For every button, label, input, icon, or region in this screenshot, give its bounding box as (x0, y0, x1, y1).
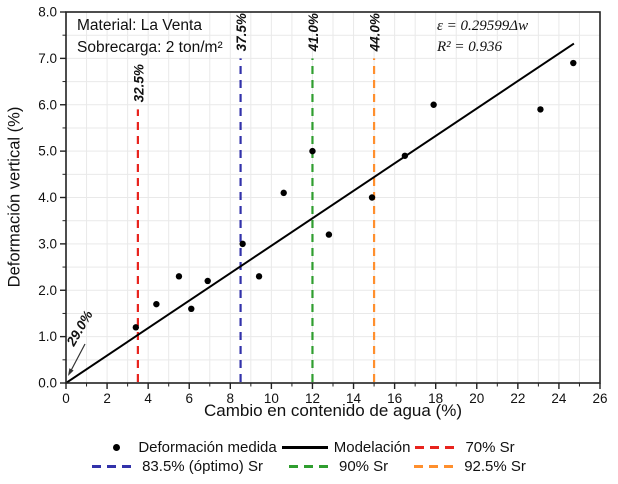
x-tick-label: 26 (592, 391, 607, 406)
legend-item: 92.5% Sr (414, 458, 526, 475)
equation-box: ε = 0.29599Δw R² = 0.936 (437, 16, 528, 58)
info-box: Material: La Venta Sobrecarga: 2 ton/m² (77, 15, 223, 59)
legend-label: 92.5% Sr (464, 458, 526, 475)
legend-item: Modelación (281, 439, 411, 456)
ref-line-label: 32.5% (131, 64, 146, 102)
x-tick-label: 8 (227, 391, 235, 406)
legend-label: Deformación medida (138, 439, 277, 456)
data-point (537, 106, 544, 113)
ref-line-label: 37.5% (234, 13, 249, 51)
equation-line: ε = 0.29599Δw (437, 18, 529, 34)
legend-marker-solid-icon (281, 446, 328, 449)
x-tick-label: 6 (185, 391, 193, 406)
legend-marker-dashed-icon (415, 446, 460, 449)
x-tick-label: 22 (510, 391, 525, 406)
x-tick-label: 4 (144, 391, 152, 406)
legend-label: 70% Sr (465, 439, 515, 456)
x-tick-label: 14 (346, 391, 362, 406)
y-tick-label: 6.0 (38, 97, 57, 112)
x-tick-label: 10 (264, 391, 279, 406)
y-axis-title: Deformación vertical (%) (5, 106, 24, 288)
data-point (175, 273, 183, 280)
data-point (204, 277, 211, 285)
y-tick-label: 4.0 (38, 190, 57, 205)
legend: Deformación medida Modelación 70% Sr 83.5% … (0, 438, 618, 476)
data-point (188, 305, 195, 312)
legend-marker-dashed-icon (414, 465, 459, 468)
info-sobrecarga: Sobrecarga: 2 ton/m² (77, 39, 223, 56)
legend-marker-dot-icon (113, 444, 121, 451)
x-tick-label: 12 (305, 391, 320, 406)
data-point (570, 59, 577, 67)
data-point (132, 324, 140, 331)
legend-row: 83.5% (óptimo) Sr 90% Sr 92.5% Sr (0, 457, 618, 476)
y-tick-label: 3.0 (38, 236, 57, 251)
data-point (368, 194, 376, 201)
ref-line-label: 41.0% (306, 13, 321, 52)
legend-row: Deformación medida Modelación 70% Sr (0, 438, 618, 457)
annotation-label: 29.0% (63, 308, 96, 350)
legend-label: Modelación (333, 439, 411, 456)
legend-label: 90% Sr (338, 458, 389, 475)
legend-item: 90% Sr (288, 458, 389, 475)
x-tick-label: 24 (551, 391, 567, 406)
data-point (309, 147, 316, 155)
info-material: Material: La Venta (77, 17, 202, 34)
y-tick-label: 1.0 (38, 329, 57, 344)
x-tick-label: 18 (428, 391, 443, 406)
x-tick-label: 0 (62, 391, 70, 406)
y-tick-label: 0.0 (38, 376, 57, 391)
legend-marker-dashed-icon (288, 465, 333, 468)
y-tick-label: 8.0 (38, 5, 57, 20)
legend-item: Deformación medida (103, 439, 277, 456)
legend-item: 83.5% (óptimo) Sr (92, 458, 263, 475)
x-tick-label: 20 (469, 391, 484, 406)
data-point (153, 300, 160, 308)
annotation-arrowhead (68, 368, 74, 376)
annotation-arrow-line (69, 343, 86, 372)
data-point (401, 152, 409, 159)
x-tick-label: 2 (103, 391, 111, 406)
y-tick-label: 5.0 (38, 144, 57, 159)
legend-label: 83.5% (óptimo) Sr (142, 458, 263, 475)
data-point (239, 240, 246, 248)
legend-marker-dashed-icon (92, 465, 137, 468)
data-point (280, 189, 287, 197)
y-tick-label: 7.0 (38, 51, 57, 66)
x-tick-label: 16 (387, 391, 402, 406)
x-axis-title: Cambio en contenido de agua (%) (204, 401, 462, 420)
r-squared-line: R² = 0.936 (437, 39, 503, 55)
legend-item: 70% Sr (415, 439, 515, 456)
data-point (325, 231, 333, 238)
ref-line-label: 44.0% (368, 13, 383, 52)
data-point (255, 273, 263, 280)
model-line (65, 42, 575, 384)
data-point (430, 101, 437, 108)
y-tick-label: 2.0 (38, 283, 57, 298)
